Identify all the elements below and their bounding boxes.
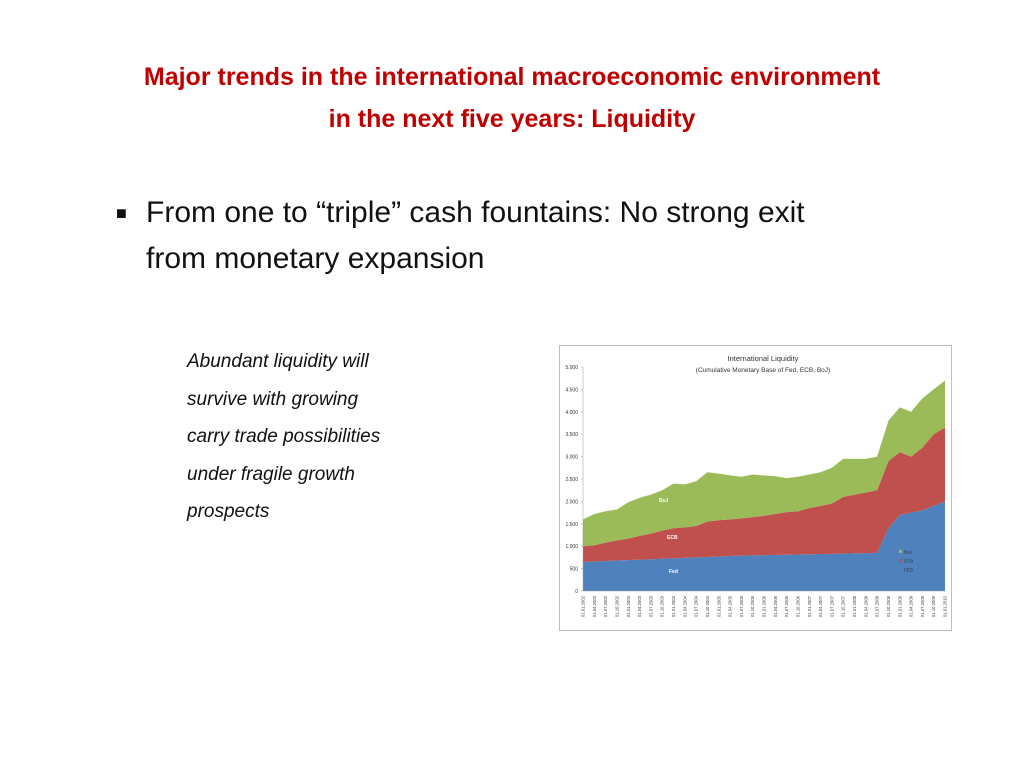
x-tick-label: 01.01.2002: [581, 595, 586, 617]
area-label: ECB: [667, 535, 678, 541]
x-tick-label: 01.10.2009: [931, 595, 936, 617]
area: [583, 380, 945, 547]
note-line: carry trade possibilities: [187, 426, 381, 447]
legend-swatch: [899, 568, 902, 571]
chart-title: International Liquidity: [728, 354, 799, 363]
x-tick-label: 01.10.2004: [705, 595, 710, 617]
y-tick-label: 1.500: [565, 522, 578, 528]
chart-subtitle: (Cumulative Monetary Base of Fed, ECB, B…: [696, 367, 830, 374]
x-tick-label: 01.04.2007: [818, 595, 823, 617]
bullet-line: From one to “triple” cash fountains: No …: [146, 196, 805, 229]
y-tick-label: 2.000: [565, 499, 578, 505]
legend-label: FED: [904, 568, 914, 573]
x-tick-label: 01.01.2003: [626, 595, 631, 617]
x-tick-label: 01.07.2009: [920, 595, 925, 617]
x-tick-label: 01.01.2005: [716, 595, 721, 617]
x-tick-label: 01.04.2006: [773, 595, 778, 617]
y-tick-label: 500: [570, 567, 579, 573]
bullet-line: from monetary expansion: [146, 242, 485, 275]
area: [583, 501, 945, 591]
y-tick-label: 5.000: [565, 365, 578, 371]
x-tick-label: 01.07.2002: [603, 595, 608, 617]
note: Abundant liquidity will survive with gro…: [187, 343, 380, 531]
title-line: Major trends in the international macroe…: [143, 63, 881, 91]
note-line: Abundant liquidity will: [187, 351, 369, 372]
x-tick-label: 01.10.2008: [886, 595, 891, 617]
x-tick-label: 01.01.2004: [671, 595, 676, 617]
x-tick-label: 01.07.2006: [784, 595, 789, 617]
note-line: prospects: [187, 501, 270, 522]
y-tick-label: 4.500: [565, 387, 578, 393]
x-tick-label: 01.01.2010: [943, 595, 948, 617]
x-tick-label: 01.04.2004: [682, 595, 687, 617]
x-tick-label: 01.01.2008: [852, 595, 857, 617]
bullet-text: From one to “triple” cash fountains: No …: [146, 190, 805, 282]
area-label: Fed: [669, 569, 678, 575]
x-tick-label: 01.10.2002: [614, 595, 619, 617]
x-tick-label: 01.01.2006: [762, 595, 767, 617]
x-tick-label: 01.07.2007: [829, 595, 834, 617]
x-tick-label: 01.04.2002: [592, 595, 597, 617]
area-label: BoJ: [659, 498, 669, 504]
chart: International Liquidity (Cumulative Mone…: [559, 345, 952, 631]
x-tick-label: 01.01.2009: [897, 595, 902, 617]
x-tick-label: 01.10.2007: [841, 595, 846, 617]
x-tick-label: 01.10.2003: [660, 595, 665, 617]
y-tick-label: 3.500: [565, 432, 578, 438]
legend-swatch: [899, 559, 902, 562]
x-tick-label: 01.04.2005: [728, 595, 733, 617]
note-line: survive with growing: [187, 388, 359, 410]
x-tick-label: 01.07.2008: [875, 595, 880, 617]
legend-swatch: [899, 550, 902, 553]
slide-title: Major trends in the international macroe…: [0, 56, 1024, 140]
y-tick-label: 3.000: [565, 455, 578, 461]
legend-label: BoJ: [904, 550, 912, 555]
x-tick-label: 01.07.2003: [648, 595, 653, 617]
y-tick-label: 2.500: [565, 477, 578, 483]
legend-label: ECB: [904, 559, 913, 564]
bullet-icon: ■: [116, 203, 127, 223]
x-tick-label: 01.10.2005: [750, 595, 755, 617]
x-tick-label: 01.01.2007: [807, 595, 812, 617]
x-tick-label: 01.10.2006: [795, 595, 800, 617]
y-tick-label: 1.000: [565, 544, 578, 550]
x-tick-label: 01.04.2008: [863, 595, 868, 617]
title-line: in the next five years: Liquidity: [328, 105, 696, 133]
y-tick-label: 0: [575, 589, 578, 595]
x-tick-label: 01.04.2003: [637, 595, 642, 617]
y-tick-label: 4.000: [565, 410, 578, 416]
area: [583, 427, 945, 562]
x-tick-label: 01.04.2009: [909, 595, 914, 617]
x-tick-label: 01.07.2005: [739, 595, 744, 617]
x-tick-label: 01.07.2004: [694, 595, 699, 617]
note-line: under fragile growth: [187, 463, 355, 485]
